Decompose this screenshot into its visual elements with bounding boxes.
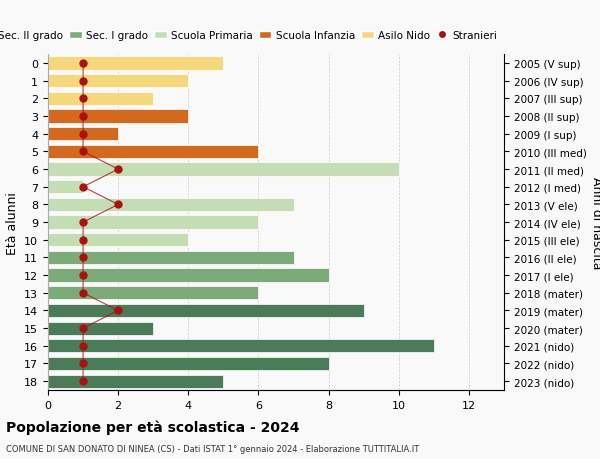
Bar — [48, 251, 293, 264]
Bar — [48, 181, 83, 194]
Bar — [48, 286, 259, 300]
Y-axis label: Età alunni: Età alunni — [5, 191, 19, 254]
Bar — [48, 322, 153, 335]
Bar — [48, 110, 188, 123]
Bar — [48, 146, 259, 159]
Bar — [48, 216, 259, 229]
Text: Popolazione per età scolastica - 2024: Popolazione per età scolastica - 2024 — [6, 420, 299, 435]
Bar — [48, 269, 329, 282]
Bar — [48, 234, 188, 247]
Y-axis label: Anni di nascita: Anni di nascita — [590, 176, 600, 269]
Bar — [48, 163, 399, 176]
Bar — [48, 57, 223, 71]
Bar — [48, 340, 434, 353]
Bar — [48, 375, 223, 388]
Text: COMUNE DI SAN DONATO DI NINEA (CS) - Dati ISTAT 1° gennaio 2024 - Elaborazione T: COMUNE DI SAN DONATO DI NINEA (CS) - Dat… — [6, 444, 419, 453]
Bar — [48, 93, 153, 106]
Bar — [48, 128, 118, 141]
Bar — [48, 304, 364, 318]
Bar — [48, 357, 329, 370]
Bar — [48, 198, 293, 212]
Legend: Sec. II grado, Sec. I grado, Scuola Primaria, Scuola Infanzia, Asilo Nido, Stran: Sec. II grado, Sec. I grado, Scuola Prim… — [0, 27, 502, 45]
Bar — [48, 75, 188, 88]
